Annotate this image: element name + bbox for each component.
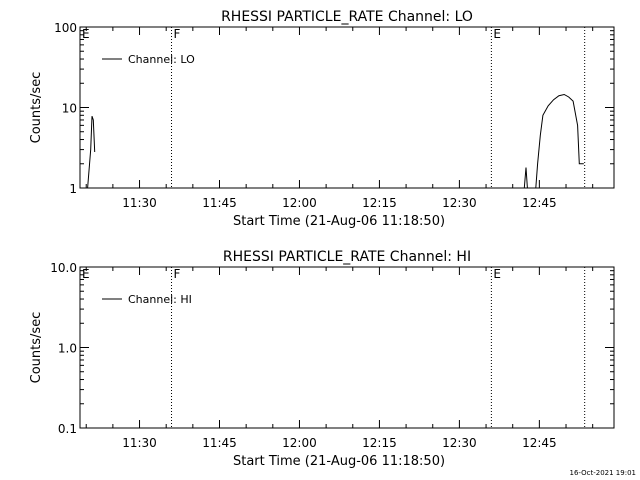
panel1-y-tick-label: 100 (54, 21, 77, 35)
panel2-chart-title: RHESSI PARTICLE_RATE Channel: HI (223, 249, 471, 265)
panel2-x-axis-label: Start Time (21-Aug-06 11:18:50) (233, 454, 445, 469)
panel2-x-tick-label: 12:00 (282, 436, 317, 450)
panel1-chart-title: RHESSI PARTICLE_RATE Channel: LO (221, 9, 473, 25)
panel1-series-line (535, 93, 584, 189)
panel2-x-tick-label: 12:30 (442, 436, 477, 450)
panel2-x-tick-label: 12:45 (522, 436, 557, 450)
panel1-x-tick-label: 11:45 (202, 196, 237, 210)
panel2-y-tick-label: 0.1 (58, 422, 77, 436)
panel1-x-tick-label: 12:45 (522, 196, 557, 210)
panel1-plot-frame (79, 26, 615, 189)
panel1-x-tick-label: 12:00 (282, 196, 317, 210)
panel2-y-tick-label: 10.0 (50, 261, 77, 275)
panel2-event-marker-label: E (493, 267, 501, 281)
panel1-y-tick-label: 10 (62, 102, 77, 116)
panel1-event-marker-label: F (174, 27, 181, 41)
panel2-x-tick-label: 11:30 (122, 436, 157, 450)
panel1-x-tick-label: 11:30 (122, 196, 157, 210)
panel1-y-axis-label: Counts/sec (29, 72, 44, 144)
panel2-event-marker-label: F (174, 267, 181, 281)
panel1-event-marker-label: E (82, 27, 90, 41)
panel1-legend-label: Channel: LO (128, 53, 195, 66)
panel1-series-line (523, 167, 528, 189)
panel1-x-tick-label: 12:15 (362, 196, 397, 210)
panel2-legend-label: Channel: HI (128, 293, 192, 306)
panel2-y-axis-label: Counts/sec (29, 312, 44, 384)
panel1-y-tick-label: 1 (69, 182, 77, 196)
panel1-event-marker-label: E (493, 27, 501, 41)
panel1-x-tick-label: 12:30 (442, 196, 477, 210)
footer-timestamp: 16-Oct-2021 19:01 (570, 469, 636, 477)
panel1-series-line (87, 116, 96, 189)
panel2-plot-frame (79, 266, 615, 429)
panel2-x-tick-label: 12:15 (362, 436, 397, 450)
panel2-y-tick-label: 1.0 (58, 342, 77, 356)
panel2-event-marker-label: E (82, 267, 90, 281)
panel1-x-axis-label: Start Time (21-Aug-06 11:18:50) (233, 214, 445, 229)
panel2-x-tick-label: 11:45 (202, 436, 237, 450)
